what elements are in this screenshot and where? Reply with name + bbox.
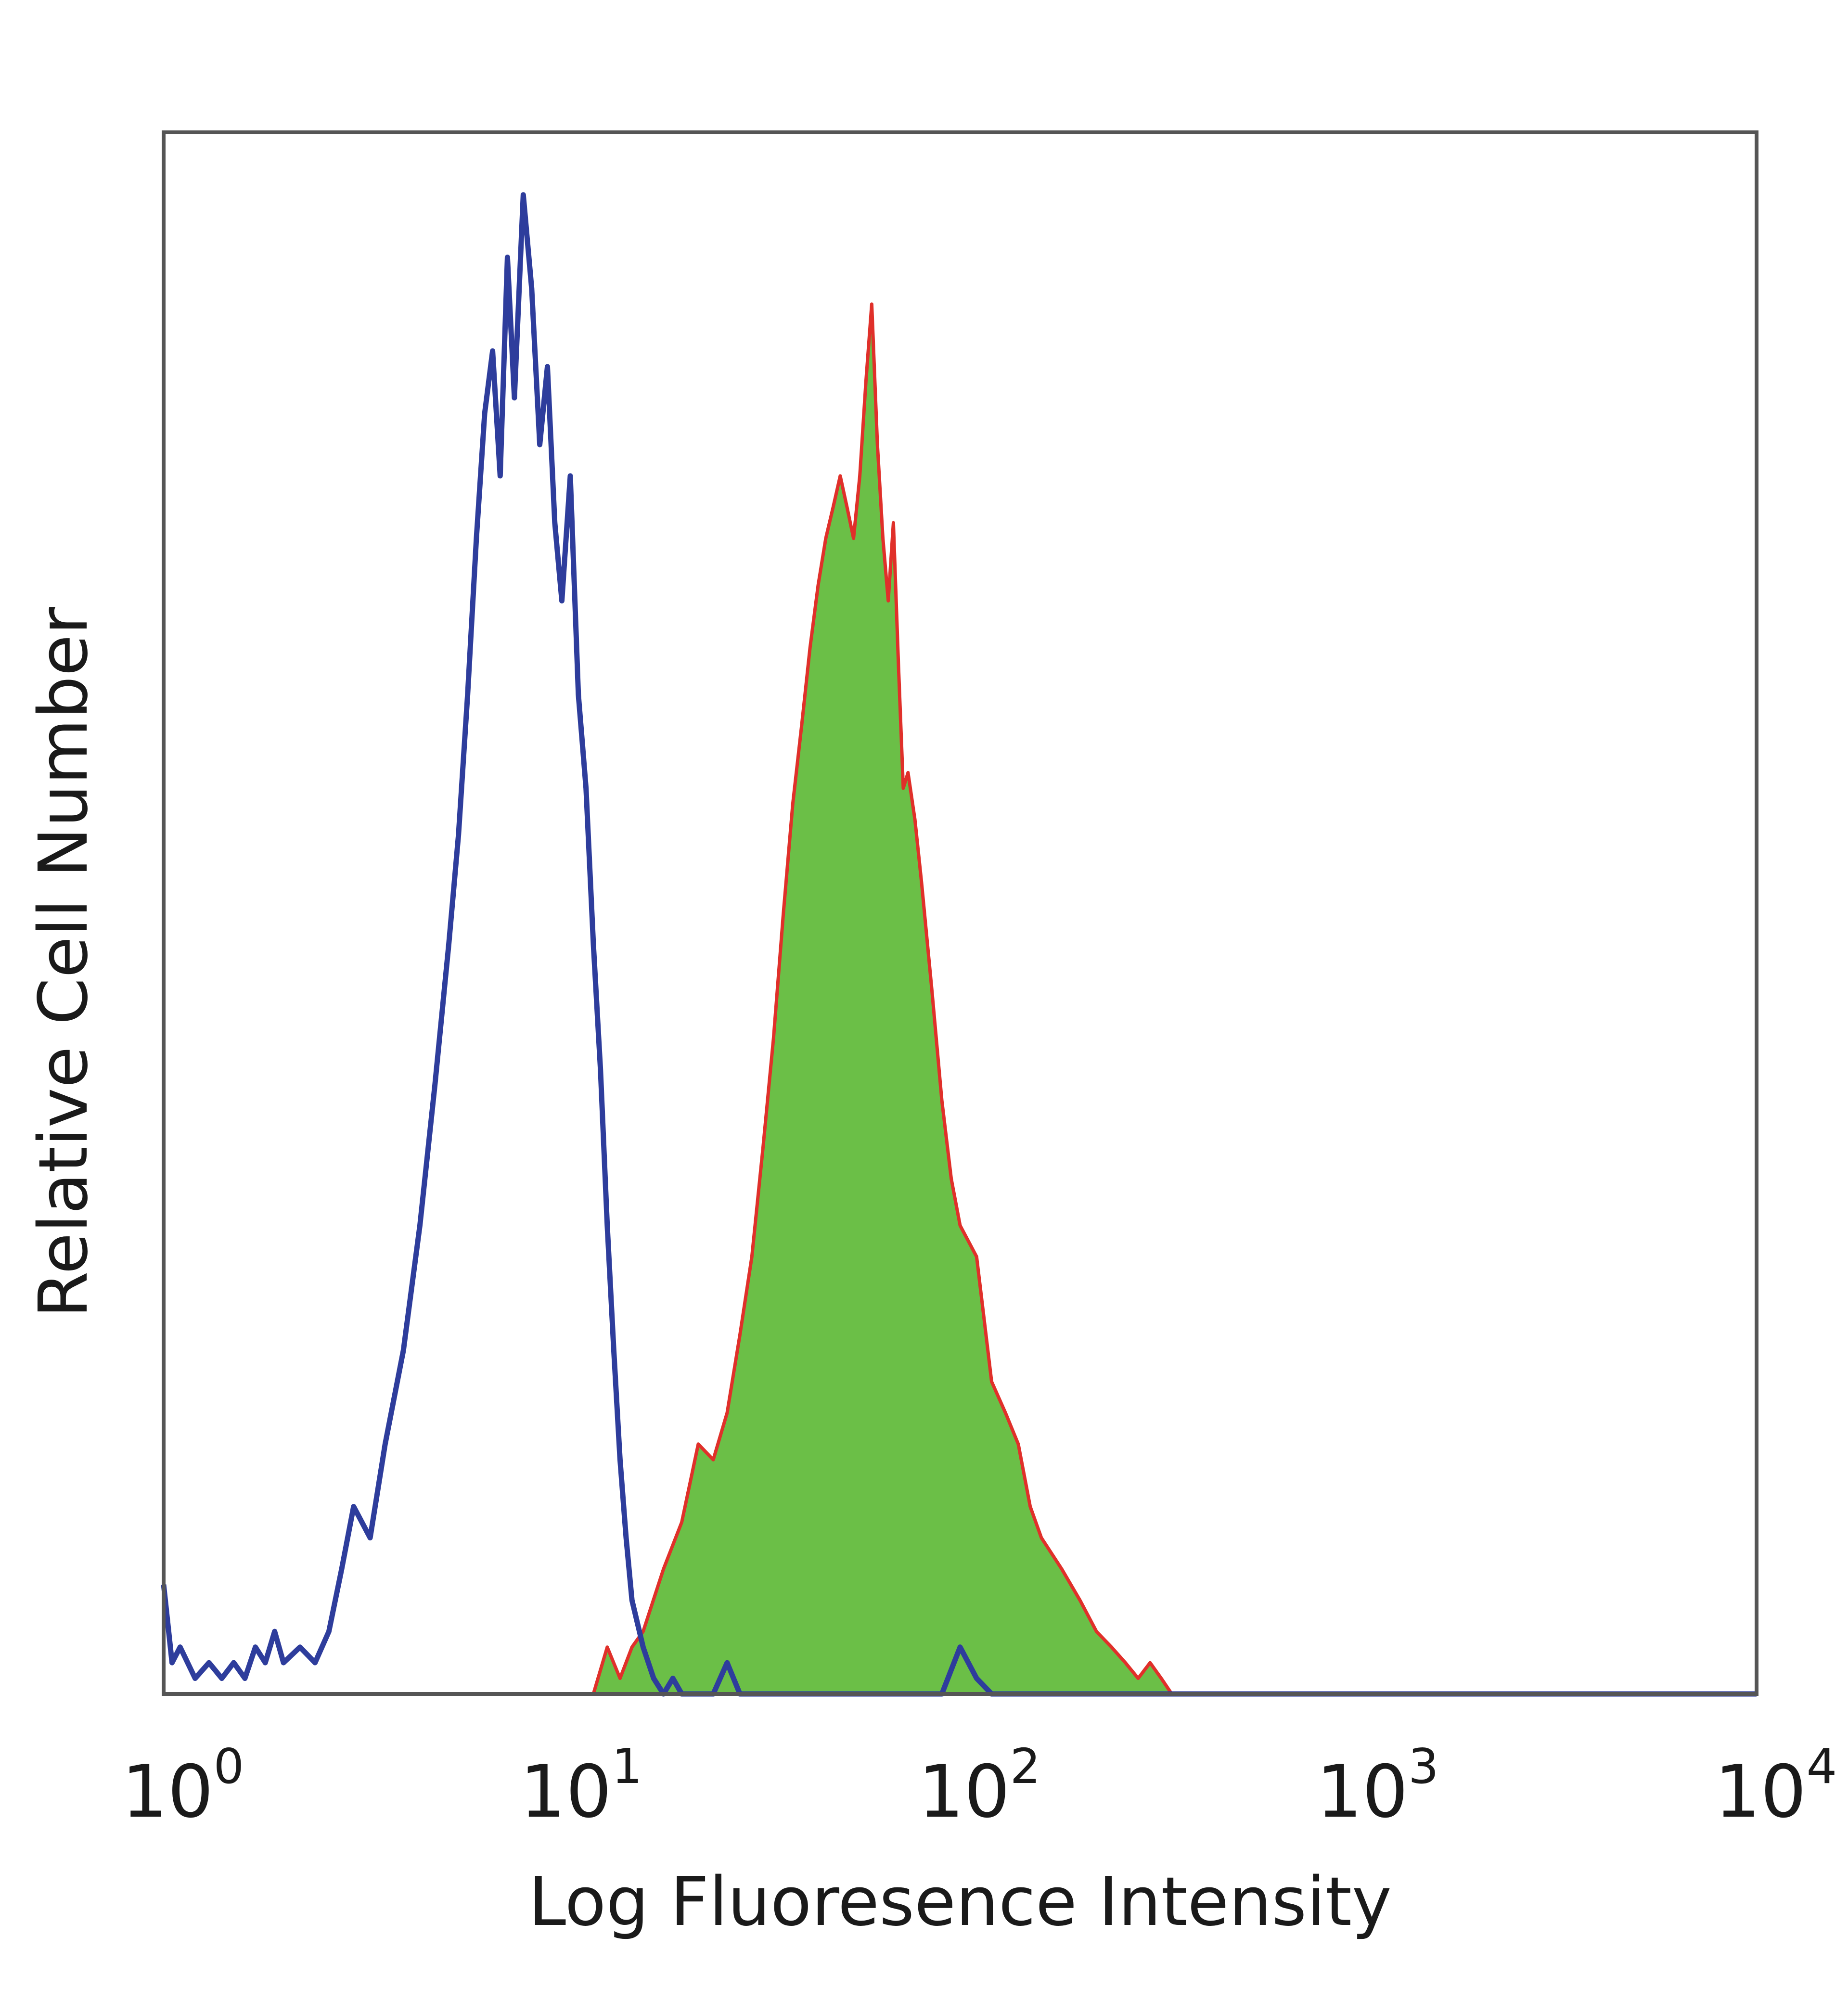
- x-tick-label: 103: [1316, 1738, 1439, 1834]
- filled-histogram-area: [164, 304, 1172, 1694]
- x-tick-label: 102: [918, 1738, 1041, 1834]
- series-layer: [161, 192, 1757, 1697]
- plot-frame: [162, 130, 1758, 1696]
- y-axis-label: Relative Cell Number: [25, 607, 103, 1318]
- x-axis-label: Log Fluoresence Intensity: [528, 1863, 1392, 1941]
- filled-histogram-outline: [164, 302, 1173, 1696]
- x-tick-labels: 100 101 102 103 104: [122, 1738, 1837, 1834]
- x-tick-label: 104: [1715, 1738, 1837, 1834]
- x-tick-label: 100: [122, 1738, 244, 1834]
- outline-histogram-line: [161, 192, 1757, 1697]
- x-tick-label: 101: [520, 1738, 642, 1834]
